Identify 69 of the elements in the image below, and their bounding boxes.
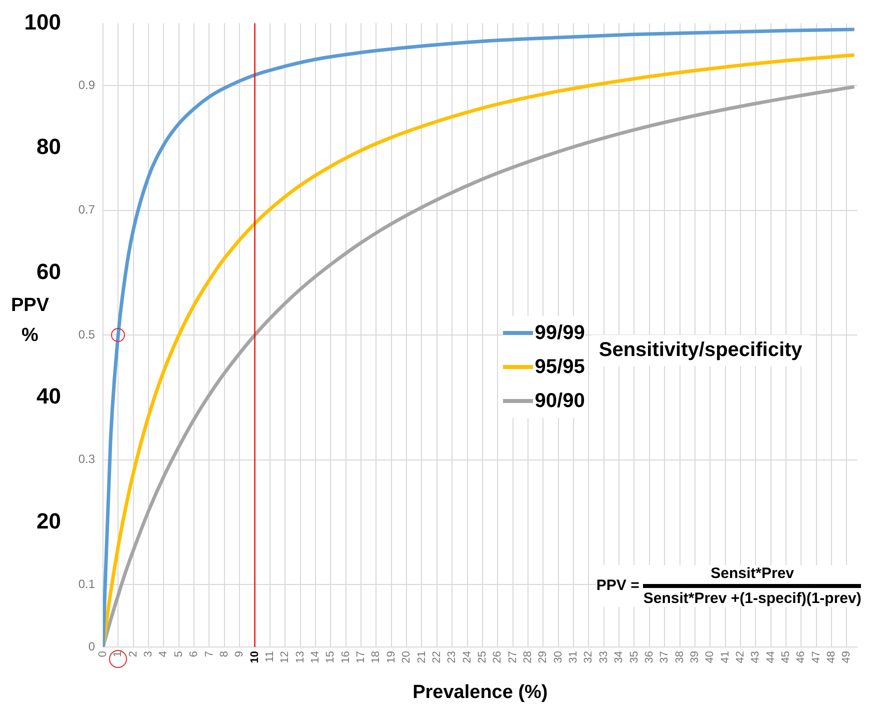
x-tick-label: 8 xyxy=(218,650,230,658)
legend-title: Sensitivity/specificity xyxy=(590,334,810,366)
x-tick-label: 43 xyxy=(750,650,762,664)
x-tick-label: 31 xyxy=(568,650,580,664)
y2-tick-label: 80 xyxy=(36,134,61,160)
x-tick-label: 15 xyxy=(324,650,337,664)
annotation: Sensit*Prev xyxy=(710,564,794,582)
x-tick-label: 24 xyxy=(461,650,474,664)
y-tick-label: 0.7 xyxy=(78,202,96,217)
x-tick-label: 48 xyxy=(826,650,838,664)
x-tick-label: 2 xyxy=(127,650,140,658)
x-axis-title: Prevalence (%) xyxy=(412,682,548,703)
x-tick-label: 33 xyxy=(598,650,610,664)
y2-tick-label: 40 xyxy=(36,384,61,409)
y2-tick-label: 20 xyxy=(36,508,61,534)
annotation: PPV = xyxy=(596,577,640,594)
x-tick-label: 1 xyxy=(112,650,124,658)
x-tick-label: 6 xyxy=(188,650,200,658)
x-tick-label: 25 xyxy=(476,650,488,664)
x-tick-label: 12 xyxy=(279,650,292,664)
x-tick-label: 19 xyxy=(385,650,398,664)
y-tick-label: 0.5 xyxy=(78,327,96,342)
y-tick-label: 0.3 xyxy=(78,452,96,466)
x-tick-label: 9 xyxy=(234,650,246,658)
x-tick-label: 4 xyxy=(158,650,170,658)
x-tick-label: 36 xyxy=(643,650,656,664)
x-tick-label: 23 xyxy=(446,650,458,664)
x-tick-label: 40 xyxy=(704,650,716,664)
x-tick-label: 11 xyxy=(264,650,276,662)
x-tick-label: 3 xyxy=(142,650,155,658)
legend-label: 99/99 xyxy=(534,322,585,345)
x-tick-label: 20 xyxy=(400,650,413,664)
legend-label: 95/95 xyxy=(534,356,585,379)
x-tick-label: 21 xyxy=(416,650,428,664)
x-tick-label: 39 xyxy=(688,650,701,664)
y2-axis-title: PPV % xyxy=(10,294,50,348)
x-tick-label: 10 xyxy=(248,650,261,664)
x-tick-label: 30 xyxy=(552,650,564,664)
x-tick-label: 26 xyxy=(492,650,504,664)
x-tick-label: 0 xyxy=(97,650,110,658)
x-tick-label: 22 xyxy=(430,650,443,664)
y2-tick-label: 60 xyxy=(36,258,61,284)
x-tick-label: 13 xyxy=(294,650,306,664)
x-tick-label: 46 xyxy=(795,650,808,664)
x-tick-label: 35 xyxy=(628,650,640,664)
y-tick-label: 0.1 xyxy=(78,576,96,591)
y-tick-label: 0.9 xyxy=(78,78,96,92)
x-tick-label: 7 xyxy=(203,650,216,658)
x-tick-label: 29 xyxy=(537,650,550,664)
x-tick-label: 37 xyxy=(658,650,671,664)
x-tick-label: 38 xyxy=(674,650,686,664)
legend-label: 90/90 xyxy=(534,390,585,413)
x-tick-label: 32 xyxy=(582,650,595,664)
x-tick-label: 41 xyxy=(719,650,732,664)
x-tick-label: 42 xyxy=(734,650,746,664)
x-tick-label: 47 xyxy=(810,650,822,664)
x-tick-label: 49 xyxy=(840,650,853,664)
x-tick-label: 5 xyxy=(172,650,185,658)
annotation: Sensit*Prev +(1-specif)(1-prev) xyxy=(643,590,862,607)
x-tick-label: 28 xyxy=(522,650,534,664)
x-tick-label: 18 xyxy=(370,650,382,664)
x-tick-label: 27 xyxy=(506,650,519,664)
y2-tick-label: 100 xyxy=(24,9,61,34)
x-tick-label: 16 xyxy=(340,650,352,664)
x-tick-label: 45 xyxy=(780,650,792,664)
x-tick-label: 17 xyxy=(355,650,368,664)
x-tick-label: 14 xyxy=(310,650,322,664)
x-tick-label: 34 xyxy=(613,650,626,664)
x-tick-label: 44 xyxy=(764,650,777,664)
